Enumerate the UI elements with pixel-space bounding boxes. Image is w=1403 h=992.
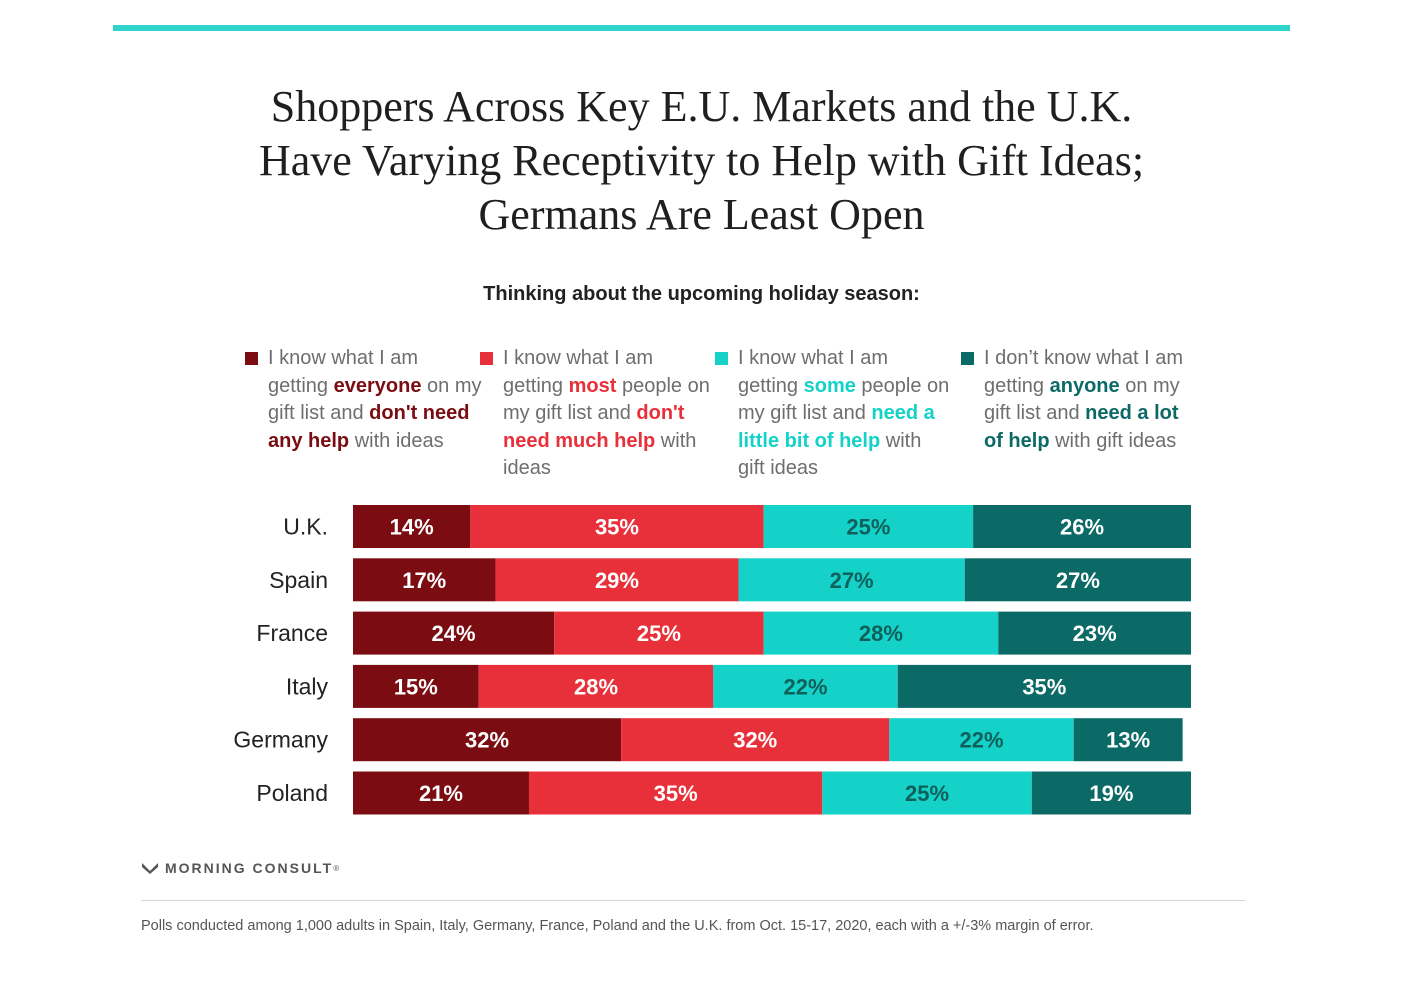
category-label: Poland	[256, 780, 328, 806]
legend-text-most: I know what I am getting most people on …	[503, 345, 718, 483]
legend-text-segment: on my gift list and	[984, 374, 1180, 425]
bar-segment-anyone	[1031, 771, 1191, 815]
bar-segment-anyone	[1073, 718, 1183, 762]
chart-subtitle: Thinking about the upcoming holiday seas…	[483, 283, 920, 305]
legend-text-segment: with gift ideas	[738, 429, 922, 480]
data-label-most: 25%	[637, 621, 681, 646]
category-label: Germany	[233, 727, 328, 753]
bar-segment-most	[495, 558, 739, 602]
bar-segment-everyone	[353, 771, 529, 815]
category-label: Italy	[286, 673, 329, 699]
registered-mark: ®	[333, 863, 340, 873]
title-line-1: Shoppers Across Key E.U. Markets and the…	[270, 82, 1133, 131]
data-label-some: 22%	[783, 674, 827, 699]
bar-segment-some	[889, 718, 1074, 762]
legend-swatch-some	[715, 352, 728, 365]
data-label-anyone: 23%	[1073, 621, 1117, 646]
bar-segment-some	[738, 558, 965, 602]
bar-segment-anyone	[998, 611, 1191, 655]
title-line-3: Germans Are Least Open	[478, 190, 925, 239]
data-label-most: 35%	[595, 515, 639, 540]
category-label: U.K.	[283, 514, 328, 540]
data-label-everyone: 21%	[419, 781, 463, 806]
bar-segment-anyone	[897, 664, 1191, 708]
legend-text-everyone: I know what I am getting everyone on my …	[268, 345, 483, 455]
bar-segment-most	[621, 718, 890, 762]
legend-text-anyone: I don’t know what I am getting anyone on…	[984, 345, 1199, 455]
legend-text-emphasis: don't need any help	[268, 402, 470, 452]
chart-title: Shoppers Across Key E.U. Markets and the…	[150, 80, 1253, 242]
category-label: Spain	[269, 567, 328, 593]
bar-segment-most	[470, 505, 764, 548]
data-label-most: 32%	[733, 728, 777, 753]
data-label-anyone: 35%	[1022, 674, 1066, 699]
morning-consult-logo: MORNING CONSULT ®	[141, 860, 339, 876]
category-label: France	[256, 620, 328, 646]
bar-segment-anyone	[973, 505, 1191, 548]
bar-segment-some	[763, 611, 999, 655]
legend-text-emphasis: everyone	[333, 374, 422, 397]
legend-text-segment: I know what I am getting	[268, 347, 419, 397]
data-label-anyone: 27%	[1056, 568, 1100, 593]
data-label-everyone: 24%	[432, 621, 476, 646]
data-label-some: 27%	[830, 568, 874, 593]
bar-segment-everyone	[353, 611, 555, 655]
morning-consult-logo-icon	[142, 863, 158, 874]
legend-text-segment: with ideas	[349, 429, 444, 452]
bar-segment-most	[478, 664, 714, 708]
data-label-some: 22%	[959, 728, 1003, 753]
bar-segment-everyone	[353, 664, 479, 708]
legend-text-emphasis: need a lot of help	[984, 402, 1179, 452]
legend-text-some: I know what I am getting some people on …	[738, 345, 953, 483]
legend-text-emphasis: don't need much help	[503, 402, 685, 452]
legend-text-segment: people on my gift list and	[738, 374, 950, 425]
bar-segment-some	[822, 771, 1032, 815]
data-label-everyone: 32%	[465, 728, 509, 753]
bar-segment-some	[763, 505, 974, 548]
legend-text-emphasis: most	[568, 374, 617, 397]
legend-text-segment: people on my gift list and	[503, 374, 710, 425]
legend-text-emphasis: need a little bit of help	[738, 402, 935, 452]
footer-divider	[141, 900, 1246, 901]
data-label-some: 25%	[905, 781, 949, 806]
legend-swatch-anyone	[961, 352, 974, 365]
data-label-everyone: 15%	[394, 674, 438, 699]
bar-segment-most	[528, 771, 823, 815]
legend-item-most: I know what I am getting most people on …	[480, 345, 718, 483]
logo-text: MORNING CONSULT	[165, 860, 334, 876]
bar-segment-anyone	[964, 558, 1191, 602]
data-label-most: 29%	[595, 568, 639, 593]
data-label-anyone: 13%	[1106, 728, 1150, 753]
data-label-most: 35%	[654, 781, 698, 806]
legend-text-emphasis: anyone	[1049, 374, 1120, 397]
data-label-everyone: 17%	[402, 568, 446, 593]
data-label-anyone: 19%	[1089, 781, 1133, 806]
legend-item-some: I know what I am getting some people on …	[715, 345, 953, 483]
data-label-some: 25%	[846, 515, 890, 540]
footnote: Polls conducted among 1,000 adults in Sp…	[141, 918, 1094, 934]
data-label-some: 28%	[859, 621, 903, 646]
legend-item-anyone: I don’t know what I am getting anyone on…	[961, 345, 1199, 455]
data-label-most: 28%	[574, 674, 618, 699]
title-line-2: Have Varying Receptivity to Help with Gi…	[258, 136, 1145, 185]
legend-text-segment: I know what I am getting	[503, 347, 654, 397]
bar-segment-everyone	[353, 718, 622, 762]
data-label-anyone: 26%	[1060, 515, 1104, 540]
bar-segment-everyone	[353, 558, 496, 602]
legend-text-segment: with gift ideas	[1049, 429, 1177, 452]
legend-text-emphasis: some	[803, 374, 856, 397]
legend-text-segment: I don’t know what I am getting	[984, 347, 1183, 397]
legend-text-segment: I know what I am getting	[738, 347, 889, 397]
legend-text-segment: with ideas	[503, 429, 697, 480]
data-label-everyone: 14%	[390, 515, 434, 540]
legend-swatch-most	[480, 352, 493, 365]
legend-swatch-everyone	[245, 352, 258, 365]
top-accent-rule	[113, 25, 1290, 31]
bar-segment-everyone	[353, 505, 471, 548]
legend-text-segment: on my gift list and	[268, 374, 482, 425]
bar-segment-some	[713, 664, 898, 708]
bar-segment-most	[554, 611, 764, 655]
legend-item-everyone: I know what I am getting everyone on my …	[245, 345, 483, 455]
